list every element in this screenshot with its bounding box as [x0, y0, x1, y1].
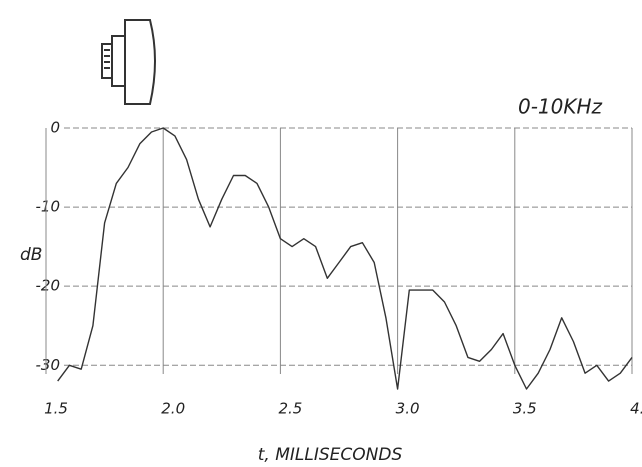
y-axis-label: dB [20, 245, 42, 265]
x-tick-label: 3.5 [513, 400, 537, 418]
chart-title: 0-10KHz [518, 95, 603, 119]
y-tick-label: -30 [36, 356, 61, 374]
y-tick-label: -20 [36, 277, 61, 295]
data-line [57, 127, 633, 390]
x-tick-label: 2.0 [161, 400, 185, 418]
x-tick-label: 4.0 [630, 400, 642, 418]
x-axis-label: t, MILLISECONDS [258, 445, 403, 465]
x-tick-label: 2.5 [278, 400, 302, 418]
x-tick-label: 1.5 [44, 400, 68, 418]
y-tick-label: 0 [50, 119, 60, 137]
x-tick-label: 3.0 [396, 400, 420, 418]
earphone-icon [101, 19, 156, 105]
y-tick-label: -10 [36, 198, 61, 216]
